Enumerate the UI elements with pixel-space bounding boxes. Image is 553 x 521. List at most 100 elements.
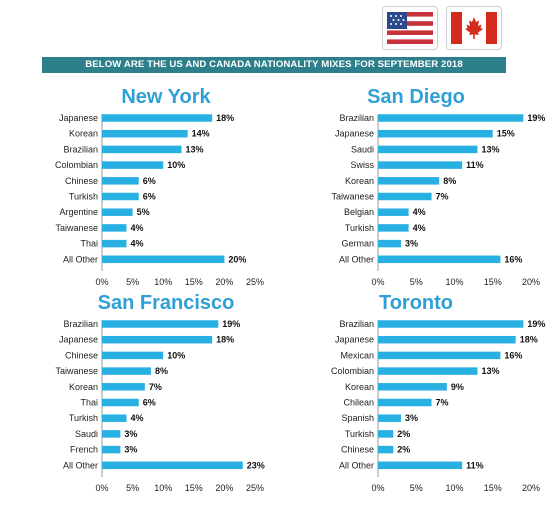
bar-taiwanese [378,192,432,201]
category-label-japanese: Japanese [335,335,374,345]
value-label-mexican: 16% [504,350,522,360]
bar-turkish [102,192,139,201]
bar-korean [378,383,447,391]
bar-all-other [378,461,463,470]
value-label-saudi: 13% [481,144,499,154]
x-tick-label: 5% [410,483,423,493]
bar-thai [102,239,127,248]
category-label-korean: Korean [345,382,374,392]
chart-toronto: Toronto Brazilian 19% Japanese 18% Mexican 16%… [276,288,552,493]
value-label-chinese: 10% [167,350,185,360]
value-label-korean: 7% [149,382,162,392]
value-label-french: 3% [124,445,137,455]
x-tick-label: 0% [95,483,108,493]
category-label-brazilian: Brazilian [339,113,374,123]
category-label-turkish: Turkish [69,192,98,202]
value-label-all-other: 16% [504,254,522,264]
bar-japanese [378,335,516,344]
value-label-korean: 9% [451,382,464,392]
value-label-brazilian: 19% [527,319,545,329]
category-label-korean: Korean [69,129,98,139]
value-label-chinese: 6% [143,176,156,186]
bar-korean [102,129,188,138]
category-label-colombian: Colombian [331,366,374,376]
x-tick-label: 10% [445,277,463,287]
bar-chinese [102,177,139,185]
bar-saudi [378,145,478,154]
bar-argentine [102,208,133,216]
value-label-japanese: 18% [216,113,234,123]
chart-title-san-diego: San Diego [367,86,465,108]
x-tick-label: 0% [95,277,108,287]
x-tick-label: 25% [246,483,264,493]
value-label-turkish: 4% [413,223,426,233]
us-flag-icon [382,6,438,50]
category-label-japanese: Japanese [59,113,98,123]
category-label-korean: Korean [345,176,374,186]
bar-colombian [378,367,478,375]
bar-thai [102,398,139,407]
value-label-brazilian: 19% [527,113,545,123]
category-label-spanish: Spanish [341,413,374,423]
bar-swiss [378,161,463,169]
bar-japanese [378,129,493,138]
category-label-swiss: Swiss [350,160,374,170]
category-label-chinese: Chinese [341,445,374,455]
x-tick-label: 20% [215,483,233,493]
x-tick-label: 0% [371,277,384,287]
value-label-taiwanese: 7% [436,192,449,202]
chart-san-francisco: San Francisco Brazilian 19% Japanese 18% Chin… [0,288,276,493]
value-label-taiwanese: 8% [155,366,168,376]
category-label-all-other: All Other [339,460,374,470]
category-label-colombian: Colombian [55,160,98,170]
bar-korean [102,383,145,391]
bar-all-other [102,461,243,470]
category-label-saudi: Saudi [351,144,374,154]
bar-turkish [378,224,409,232]
bar-japanese [102,335,213,344]
bar-chinese [102,351,164,360]
value-label-all-other: 23% [247,460,265,470]
category-label-mexican: Mexican [340,350,374,360]
bar-brazilian [102,145,182,154]
x-tick-label: 10% [154,277,172,287]
chart-toronto-svg: Toronto Brazilian 19% Japanese 18% Mexican 16%… [331,292,545,493]
value-label-korean: 8% [443,176,456,186]
category-label-chinese: Chinese [65,176,98,186]
value-label-korean: 14% [192,129,210,139]
category-label-taiwanese: Taiwanese [55,366,98,376]
value-label-colombian: 10% [167,160,185,170]
x-tick-label: 0% [371,483,384,493]
value-label-chilean: 7% [436,398,449,408]
chart-new-york-svg: New York Japanese 18% Korean 14% Brazilian 13%… [55,86,264,287]
chart-title-toronto: Toronto [379,292,453,314]
chart-san-diego-svg: San Diego Brazilian 19% Japanese 15% Saudi 13%… [331,86,545,287]
bar-taiwanese [102,224,127,232]
category-label-turkish: Turkish [69,413,98,423]
category-label-brazilian: Brazilian [63,319,98,329]
category-label-saudi: Saudi [75,429,98,439]
bar-saudi [102,430,121,438]
value-label-argentine: 5% [137,207,150,217]
category-label-taiwanese: Taiwanese [55,223,98,233]
category-label-brazilian: Brazilian [339,319,374,329]
bar-turkish [102,414,127,422]
value-label-thai: 6% [143,398,156,408]
category-label-all-other: All Other [63,460,98,470]
bar-all-other [378,255,501,264]
value-label-chinese: 2% [397,445,410,455]
x-tick-label: 10% [445,483,463,493]
value-label-taiwanese: 4% [130,223,143,233]
category-label-chinese: Chinese [65,350,98,360]
value-label-turkish: 6% [143,192,156,202]
value-label-turkish: 4% [130,413,143,423]
category-label-thai: Thai [80,398,98,408]
bar-brazilian [378,114,524,122]
bar-colombian [102,161,164,169]
bar-taiwanese [102,367,151,375]
category-label-all-other: All Other [63,254,98,264]
value-label-belgian: 4% [413,207,426,217]
bar-spanish [378,414,401,422]
x-tick-label: 5% [126,277,139,287]
category-label-all-other: All Other [339,254,374,264]
